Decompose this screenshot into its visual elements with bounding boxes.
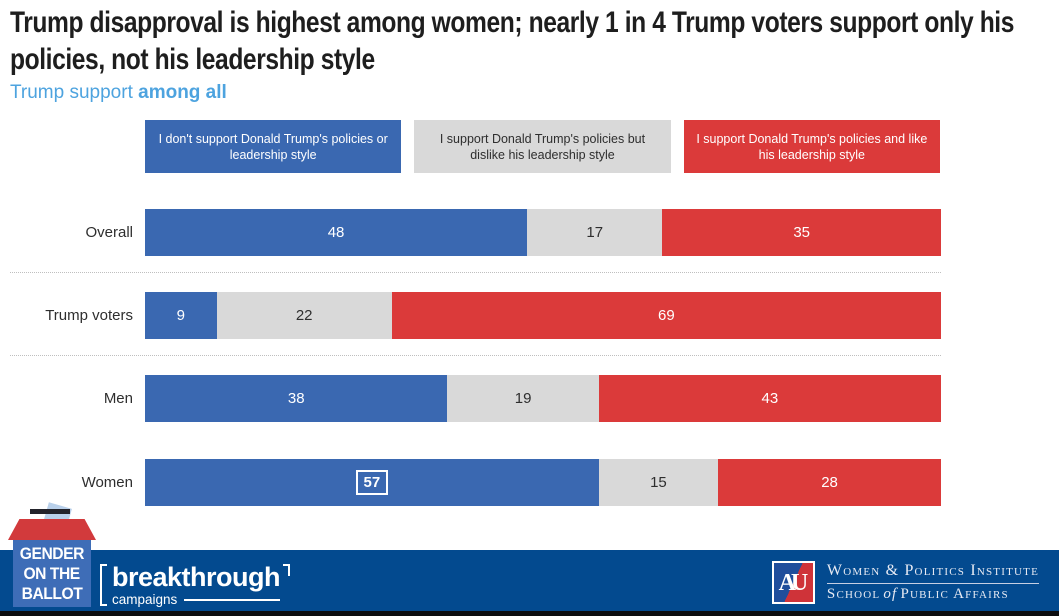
legend-item-dont-support: I don't support Donald Trump's policies …: [145, 120, 402, 173]
bar-value-label: 43: [761, 390, 779, 407]
bar-segment: 17: [527, 209, 663, 256]
ballot-box-lid-icon: [8, 519, 96, 540]
bar-value-label: 9: [176, 307, 185, 324]
bar-value-label: 35: [793, 224, 811, 241]
row-label: Men: [103, 390, 133, 407]
wpi-school-name: School of Public Affairs: [827, 584, 1039, 603]
bar-value-label: 28: [821, 474, 838, 491]
au-letter-u: U: [790, 569, 809, 596]
bar-segment: 57: [145, 459, 599, 506]
stacked-bar: 9 22 69: [145, 292, 941, 339]
bar-segment: 48: [145, 209, 528, 256]
chart-row-women: Women 57 15 28: [10, 459, 941, 506]
chart-row-trump-voters: Trump voters 9 22 69: [10, 292, 941, 339]
wpi-institute-name: Women & Politics Institute: [826, 562, 1039, 584]
ballot-slot-icon: [30, 509, 70, 514]
wpi-of-word: of: [883, 586, 898, 602]
gender-on-the-ballot-logo: GENDER ON THE BALLOT: [6, 502, 98, 608]
stacked-bar: 38 19 43: [145, 375, 941, 422]
bar-segment: 28: [718, 459, 941, 506]
legend-item-support-policies-only: I support Donald Trump's policies but di…: [414, 120, 671, 173]
row-gap: [10, 422, 941, 459]
wpi-school-word: School: [826, 586, 881, 602]
bracket-left-icon: [100, 564, 107, 606]
chart-legend: I don't support Donald Trump's policies …: [145, 120, 940, 173]
footer: GENDER ON THE BALLOT breakthrough campai…: [0, 502, 1059, 616]
campaigns-label: campaigns: [112, 592, 178, 607]
bar-segment: 35: [662, 209, 941, 256]
bar-value-label: 38: [287, 390, 305, 407]
bar-value-label: 15: [650, 474, 667, 491]
highlighted-bar-value-label: 57: [355, 470, 389, 495]
chart-row-overall: Overall 48 17 35: [10, 209, 941, 256]
row-divider: [10, 272, 941, 273]
bar-segment: 38: [145, 375, 448, 422]
breakthrough-wordmark: breakthrough: [112, 562, 281, 592]
wpi-affairs-words: Public Affairs: [900, 586, 1009, 602]
footer-bottom-strip: [0, 611, 1059, 616]
bar-value-label: 22: [295, 307, 313, 324]
ballot-box-icon: GENDER ON THE BALLOT: [13, 540, 91, 607]
wpi-text-block: Women & Politics Institute School of Publi…: [826, 562, 1039, 603]
breakthrough-campaigns-logo: breakthrough campaigns: [100, 562, 291, 609]
row-label: Women: [81, 474, 133, 491]
stacked-bar-chart: Overall 48 17 35 Trump voters 9 22 69 Men 38 19 43 W…: [10, 209, 941, 506]
stacked-bar: 48 17 35: [145, 209, 941, 256]
footer-bar: [0, 550, 1059, 611]
bar-segment: 69: [391, 292, 941, 339]
gob-logo-line2: ON THE: [23, 563, 81, 583]
row-divider: [10, 355, 941, 356]
bar-segment: 9: [145, 292, 217, 339]
subtitle-emphasis: among all: [138, 82, 227, 103]
bar-segment: 15: [598, 459, 719, 506]
chart-row-men: Men 38 19 43: [10, 375, 941, 422]
bar-value-label: 48: [327, 224, 345, 241]
legend-item-support-both: I support Donald Trump's policies and li…: [683, 120, 940, 173]
bar-segment: 19: [447, 375, 599, 422]
gob-logo-line3: BALLOT: [21, 583, 83, 603]
campaigns-underline: [184, 598, 281, 601]
bar-value-label: 69: [658, 307, 675, 324]
au-letter-a: A: [778, 569, 796, 596]
chart-subtitle: Trump support among all: [10, 82, 227, 104]
bracket-right-icon: [283, 564, 291, 576]
row-label: Trump voters: [45, 307, 133, 324]
bar-segment: 43: [598, 375, 941, 422]
stacked-bar: 57 15 28: [145, 459, 941, 506]
bar-value-label: 17: [586, 224, 604, 241]
subtitle-prefix: Trump support: [10, 82, 139, 103]
bar-value-label: 19: [514, 390, 532, 407]
bar-segment: 22: [216, 292, 392, 339]
gob-logo-line1: GENDER: [19, 543, 85, 563]
page-title: Trump disapproval is highest among women…: [10, 6, 1015, 76]
row-label: Overall: [85, 224, 133, 241]
breakthrough-campaigns-row: campaigns: [112, 592, 281, 607]
